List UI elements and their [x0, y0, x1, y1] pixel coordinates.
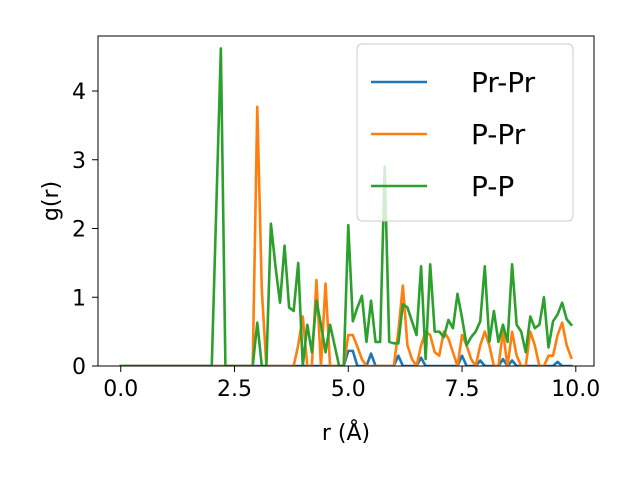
legend-label: Pr-Pr — [471, 66, 536, 99]
y-axis: 0 1 2 3 4 — [72, 80, 98, 380]
x-tick-label: 0.0 — [103, 377, 138, 402]
x-tick-label: 10.0 — [551, 377, 600, 402]
x-tick-label: 5.0 — [331, 377, 366, 402]
y-tick-label: 4 — [72, 80, 86, 105]
y-axis-label: g(r) — [39, 181, 64, 221]
legend-label: P-P — [471, 170, 514, 203]
x-tick-label: 7.5 — [445, 377, 480, 402]
y-tick-label: 3 — [72, 149, 86, 174]
series-lines — [119, 47, 574, 366]
x-axis: 0.0 2.5 5.0 7.5 10.0 — [103, 366, 600, 402]
series-line-p-pr — [119, 105, 573, 366]
y-tick-label: 2 — [72, 218, 86, 243]
legend-box — [356, 43, 574, 222]
x-tick-label: 2.5 — [217, 377, 252, 402]
y-tick-label: 1 — [72, 286, 86, 311]
series-line-p-p — [119, 47, 574, 366]
y-tick-label: 0 — [72, 355, 86, 380]
legend: Pr-Pr P-Pr P-P — [356, 43, 574, 222]
axes-frame — [97, 35, 595, 367]
x-axis-label: r (Å) — [322, 419, 370, 446]
series-line-pr-pr — [119, 349, 573, 366]
legend-label: P-Pr — [471, 118, 526, 151]
